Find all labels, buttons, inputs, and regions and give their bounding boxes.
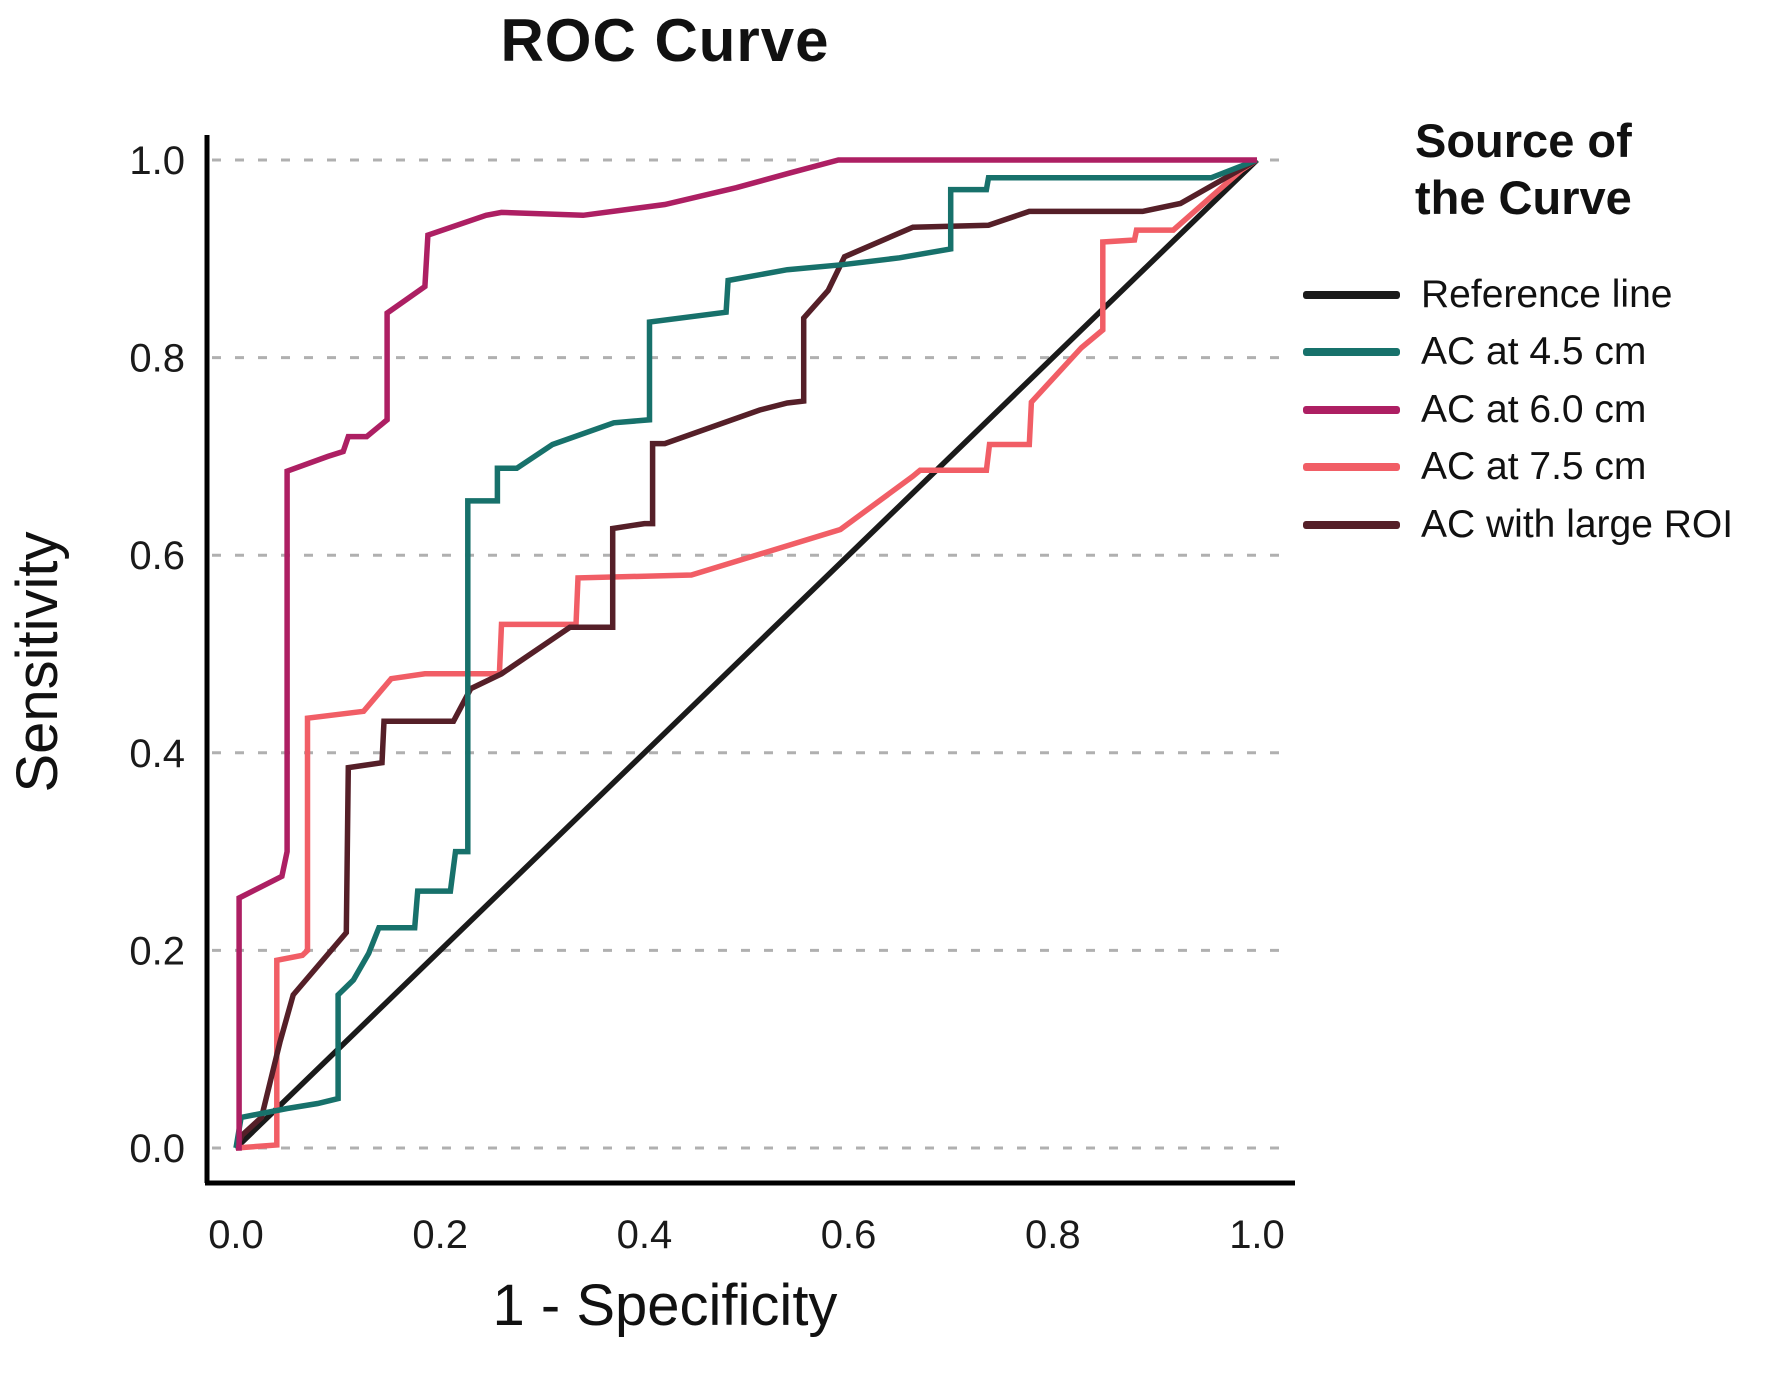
legend-entry-ac-at-4-5-cm: AC at 4.5 cm: [1303, 324, 1733, 382]
y-tick-label-1.0: 1.0: [129, 139, 185, 183]
legend-entry-ac-at-6-0-cm: AC at 6.0 cm: [1303, 381, 1733, 439]
x-tick-label-1.0: 1.0: [1229, 1213, 1285, 1257]
chart-title: ROC Curve: [500, 7, 830, 74]
legend-swatch: [1303, 348, 1400, 357]
y-tick-label-0.0: 0.0: [129, 1127, 185, 1171]
legend-entry-reference-line: Reference line: [1303, 266, 1733, 324]
legend-swatch: [1303, 463, 1400, 472]
legend-label: AC with large ROI: [1421, 502, 1734, 546]
legend-title: Source of the Curve: [1415, 112, 1632, 226]
x-axis-title: 1 - Specificity: [492, 1273, 838, 1338]
legend-swatch: [1303, 405, 1400, 414]
curve-ac-at-7-5-cm: [235, 157, 1259, 1151]
x-tick-label-0.4: 0.4: [617, 1213, 673, 1257]
curve-ac-with-large-roi: [233, 157, 1259, 1150]
legend-swatch: [1303, 290, 1400, 299]
legend-label: AC at 7.5 cm: [1421, 445, 1647, 489]
legend-label: Reference line: [1421, 272, 1673, 316]
legend-title-line-2: the Curve: [1415, 171, 1632, 224]
curve-reference-line: [234, 158, 1259, 1150]
x-tick-label-0.0: 0.0: [208, 1213, 264, 1257]
x-tick-label-0.6: 0.6: [821, 1213, 877, 1257]
curve-ac-at-4-5-cm: [233, 157, 1258, 1149]
legend-entry-ac-with-large-roi: AC with large ROI: [1303, 496, 1733, 554]
legend-swatch: [1303, 520, 1400, 529]
x-tick-label-0.8: 0.8: [1025, 1213, 1081, 1257]
legend-title-line-1: Source of: [1415, 114, 1632, 167]
legend-entries: Reference line AC at 4.5 cm AC at 6.0 cm AC…: [1303, 266, 1733, 554]
y-tick-label-0.6: 0.6: [129, 534, 185, 578]
y-tick-label-0.8: 0.8: [129, 337, 185, 381]
y-tick-label-0.4: 0.4: [129, 732, 185, 776]
legend-entry-ac-at-7-5-cm: AC at 7.5 cm: [1303, 439, 1733, 497]
curve-ac-at-6-0-cm: [236, 157, 1257, 1151]
legend-label: AC at 6.0 cm: [1421, 387, 1647, 431]
legend-label: AC at 4.5 cm: [1421, 330, 1647, 374]
x-tick-label-0.2: 0.2: [412, 1213, 468, 1257]
y-tick-label-0.2: 0.2: [129, 929, 185, 973]
